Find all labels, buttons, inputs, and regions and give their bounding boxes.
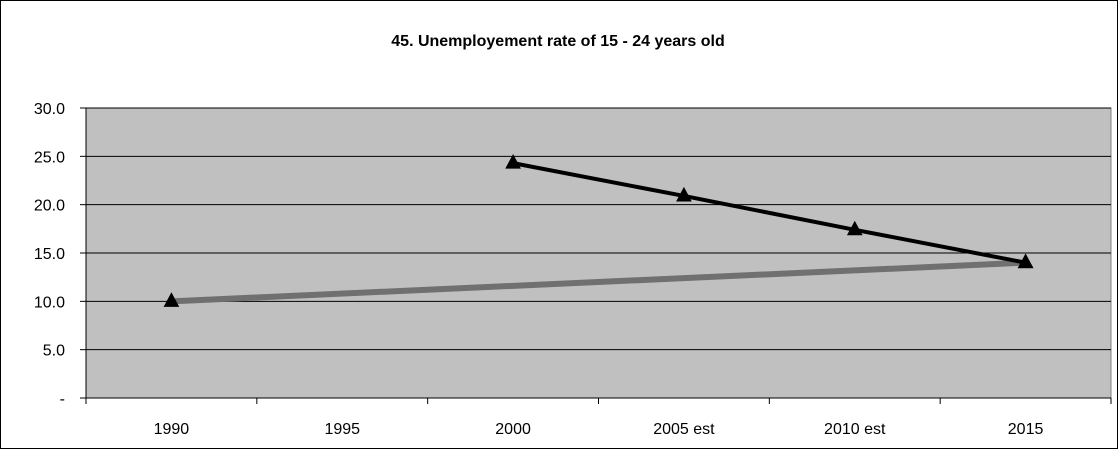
x-tick-label: 1990: [154, 421, 190, 438]
y-tick-label: 20.0: [34, 198, 65, 215]
chart-title: 45. Unemployement rate of 15 - 24 years …: [391, 33, 724, 50]
series-layer: [163, 154, 1034, 307]
y-tick-label: 25.0: [34, 149, 65, 166]
series-2-line: [512, 161, 1026, 265]
y-tick-label: 15.0: [34, 246, 65, 263]
y-tick-label: 30.0: [34, 101, 65, 118]
y-tick-label: 10.0: [34, 294, 65, 311]
series-2-point: [1017, 253, 1034, 269]
axes: - 5.0 10.0 15.0 20.0 25.0 30.0 1990 1995 2000 2005…: [34, 101, 1112, 438]
gridlines: [86, 107, 1111, 351]
x-tick-label: 2000: [495, 421, 531, 438]
series-2-point: [676, 186, 692, 202]
y-tick-label: -: [60, 391, 65, 408]
series-1-line: [171, 259, 1026, 305]
x-tick-label: 1995: [324, 421, 360, 438]
series-1-point: [163, 292, 180, 307]
y-tick-label: 5.0: [43, 343, 65, 360]
series-2-point: [846, 220, 863, 236]
x-tick-label: 2010 est: [824, 421, 886, 438]
x-tick-label: 2015: [1008, 421, 1044, 438]
series-2-point: [505, 154, 521, 169]
x-tick-label: 2005 est: [653, 421, 715, 438]
